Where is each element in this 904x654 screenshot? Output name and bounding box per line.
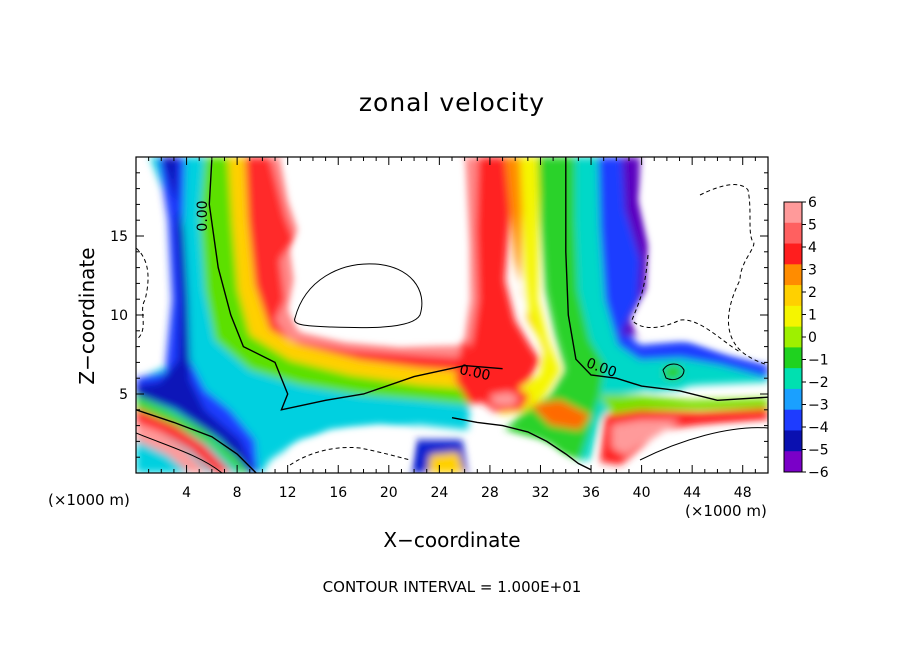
field-loweast-white bbox=[630, 425, 768, 473]
colorbar-label: −6 bbox=[808, 465, 829, 481]
zero-contour-1 bbox=[136, 409, 257, 473]
x-tick-label: 12 bbox=[279, 485, 297, 501]
colorbar-swatch bbox=[784, 430, 802, 452]
y-tick-label: 5 bbox=[119, 387, 128, 403]
field-west-red bbox=[245, 157, 470, 372]
x-tick-label: 48 bbox=[734, 485, 752, 501]
field-northeast-white bbox=[632, 157, 768, 360]
x-tick-label: 24 bbox=[430, 485, 448, 501]
x-tick-label: 32 bbox=[532, 485, 550, 501]
field-central-cyan bbox=[575, 157, 768, 460]
colorbar-swatch bbox=[784, 222, 802, 245]
x-axis: 4 8 12 16 20 24 28 32 36 40 44 48 bbox=[148, 157, 756, 501]
colorbar-label: −5 bbox=[808, 443, 829, 459]
field-central-blue bbox=[598, 157, 768, 378]
colorbar-label: 4 bbox=[808, 240, 817, 256]
colorbar-swatch bbox=[784, 368, 802, 390]
contour-closed-upper bbox=[294, 263, 423, 329]
field-west-green bbox=[200, 157, 480, 405]
contour-label-0: 0.00 bbox=[195, 200, 211, 231]
field-lowmid2-white bbox=[470, 435, 575, 473]
field-east-cyan bbox=[640, 372, 700, 392]
contour-dashed-east2 bbox=[631, 254, 741, 353]
colorbar-label: 3 bbox=[808, 263, 817, 279]
contour-dashed-west bbox=[136, 247, 149, 341]
x-tick-label: 16 bbox=[329, 485, 347, 501]
field-east-green bbox=[600, 395, 768, 420]
contour-closed-east bbox=[662, 363, 685, 381]
field-lowwest-pink bbox=[136, 423, 208, 473]
field-east-blob-green bbox=[664, 364, 684, 380]
field-lowcentral-pink bbox=[490, 392, 520, 406]
colorbar-label: −3 bbox=[808, 398, 829, 414]
colorbar-label: 1 bbox=[808, 308, 817, 324]
field-lowwest-red bbox=[136, 408, 232, 473]
x-unit-label-left: (×1000 m) bbox=[48, 491, 130, 509]
y-axis-label: Z−coordinate bbox=[75, 247, 99, 385]
colorbar-swatch bbox=[784, 305, 802, 328]
colorbar-swatch bbox=[784, 326, 802, 348]
colorbar-swatch bbox=[784, 202, 802, 224]
colorbar-label: 2 bbox=[808, 285, 817, 301]
x-tick-label: 4 bbox=[182, 485, 191, 501]
field-east-pink bbox=[612, 420, 680, 455]
x-axis-label: X−coordinate bbox=[383, 528, 521, 552]
velocity-field bbox=[136, 157, 768, 473]
field-left-jet-outer bbox=[136, 157, 470, 473]
chart-title: zonal velocity bbox=[358, 88, 546, 117]
colorbar-swatch bbox=[784, 285, 802, 307]
y-tick-label: 15 bbox=[110, 229, 128, 245]
field-central-orange bbox=[505, 157, 545, 360]
colorbar-swatch bbox=[784, 409, 802, 431]
colorbar-label: −2 bbox=[808, 375, 829, 391]
x-tick-label: 36 bbox=[582, 485, 600, 501]
x-tick-label: 40 bbox=[633, 485, 651, 501]
field-lowcentral-yellow bbox=[428, 452, 465, 473]
colorbar-swatch bbox=[784, 451, 802, 473]
field-central-yellow bbox=[500, 157, 560, 415]
field-left-jet-core bbox=[136, 157, 255, 473]
zero-contour-0 bbox=[208, 160, 503, 411]
colorbar-label: 0 bbox=[808, 330, 817, 346]
field-lowwest-green bbox=[136, 395, 250, 473]
contour-dashed-low bbox=[289, 446, 411, 466]
colorbar-swatch bbox=[784, 388, 802, 411]
x-tick-label: 20 bbox=[380, 485, 398, 501]
colorbar-label: −4 bbox=[808, 420, 829, 436]
field-west-pink bbox=[270, 157, 470, 358]
colorbar-swatch bbox=[784, 347, 802, 369]
y-tick-label: 10 bbox=[110, 308, 128, 324]
contour-interval-note: CONTOUR INTERVAL = 1.000E+01 bbox=[322, 578, 582, 596]
x-tick-label: 28 bbox=[481, 485, 499, 501]
colorbar-label: 5 bbox=[808, 218, 817, 234]
y-axis: 5 10 15 bbox=[110, 172, 768, 458]
colorbar-label: 6 bbox=[808, 195, 817, 211]
thin-contours bbox=[136, 184, 768, 473]
zero-contour-3 bbox=[565, 157, 768, 402]
field-lowcentral-orange bbox=[530, 400, 590, 430]
colorbar-swatch bbox=[784, 243, 802, 265]
contour-lower-west bbox=[136, 432, 223, 473]
x-tick-label: 44 bbox=[683, 485, 701, 501]
x-tick-label: 8 bbox=[233, 485, 242, 501]
colorbar-swatch bbox=[784, 264, 802, 286]
field-upper-white bbox=[282, 157, 470, 345]
field-central-green bbox=[505, 157, 605, 460]
contour-label-1: 0.00 bbox=[458, 362, 492, 384]
x-unit-label-right: (×1000 m) bbox=[685, 502, 767, 520]
contour-dashed-east bbox=[699, 184, 768, 366]
colorbar-label: −1 bbox=[808, 353, 829, 369]
contour-lines bbox=[136, 157, 768, 473]
contour-lower-east bbox=[639, 427, 768, 461]
field-lowmid-white bbox=[290, 425, 415, 473]
zero-contour-2 bbox=[451, 417, 592, 471]
colorbar: 6 5 4 3 2 1 0 −1 −2 −3 −4 −5 −6 bbox=[783, 195, 829, 481]
